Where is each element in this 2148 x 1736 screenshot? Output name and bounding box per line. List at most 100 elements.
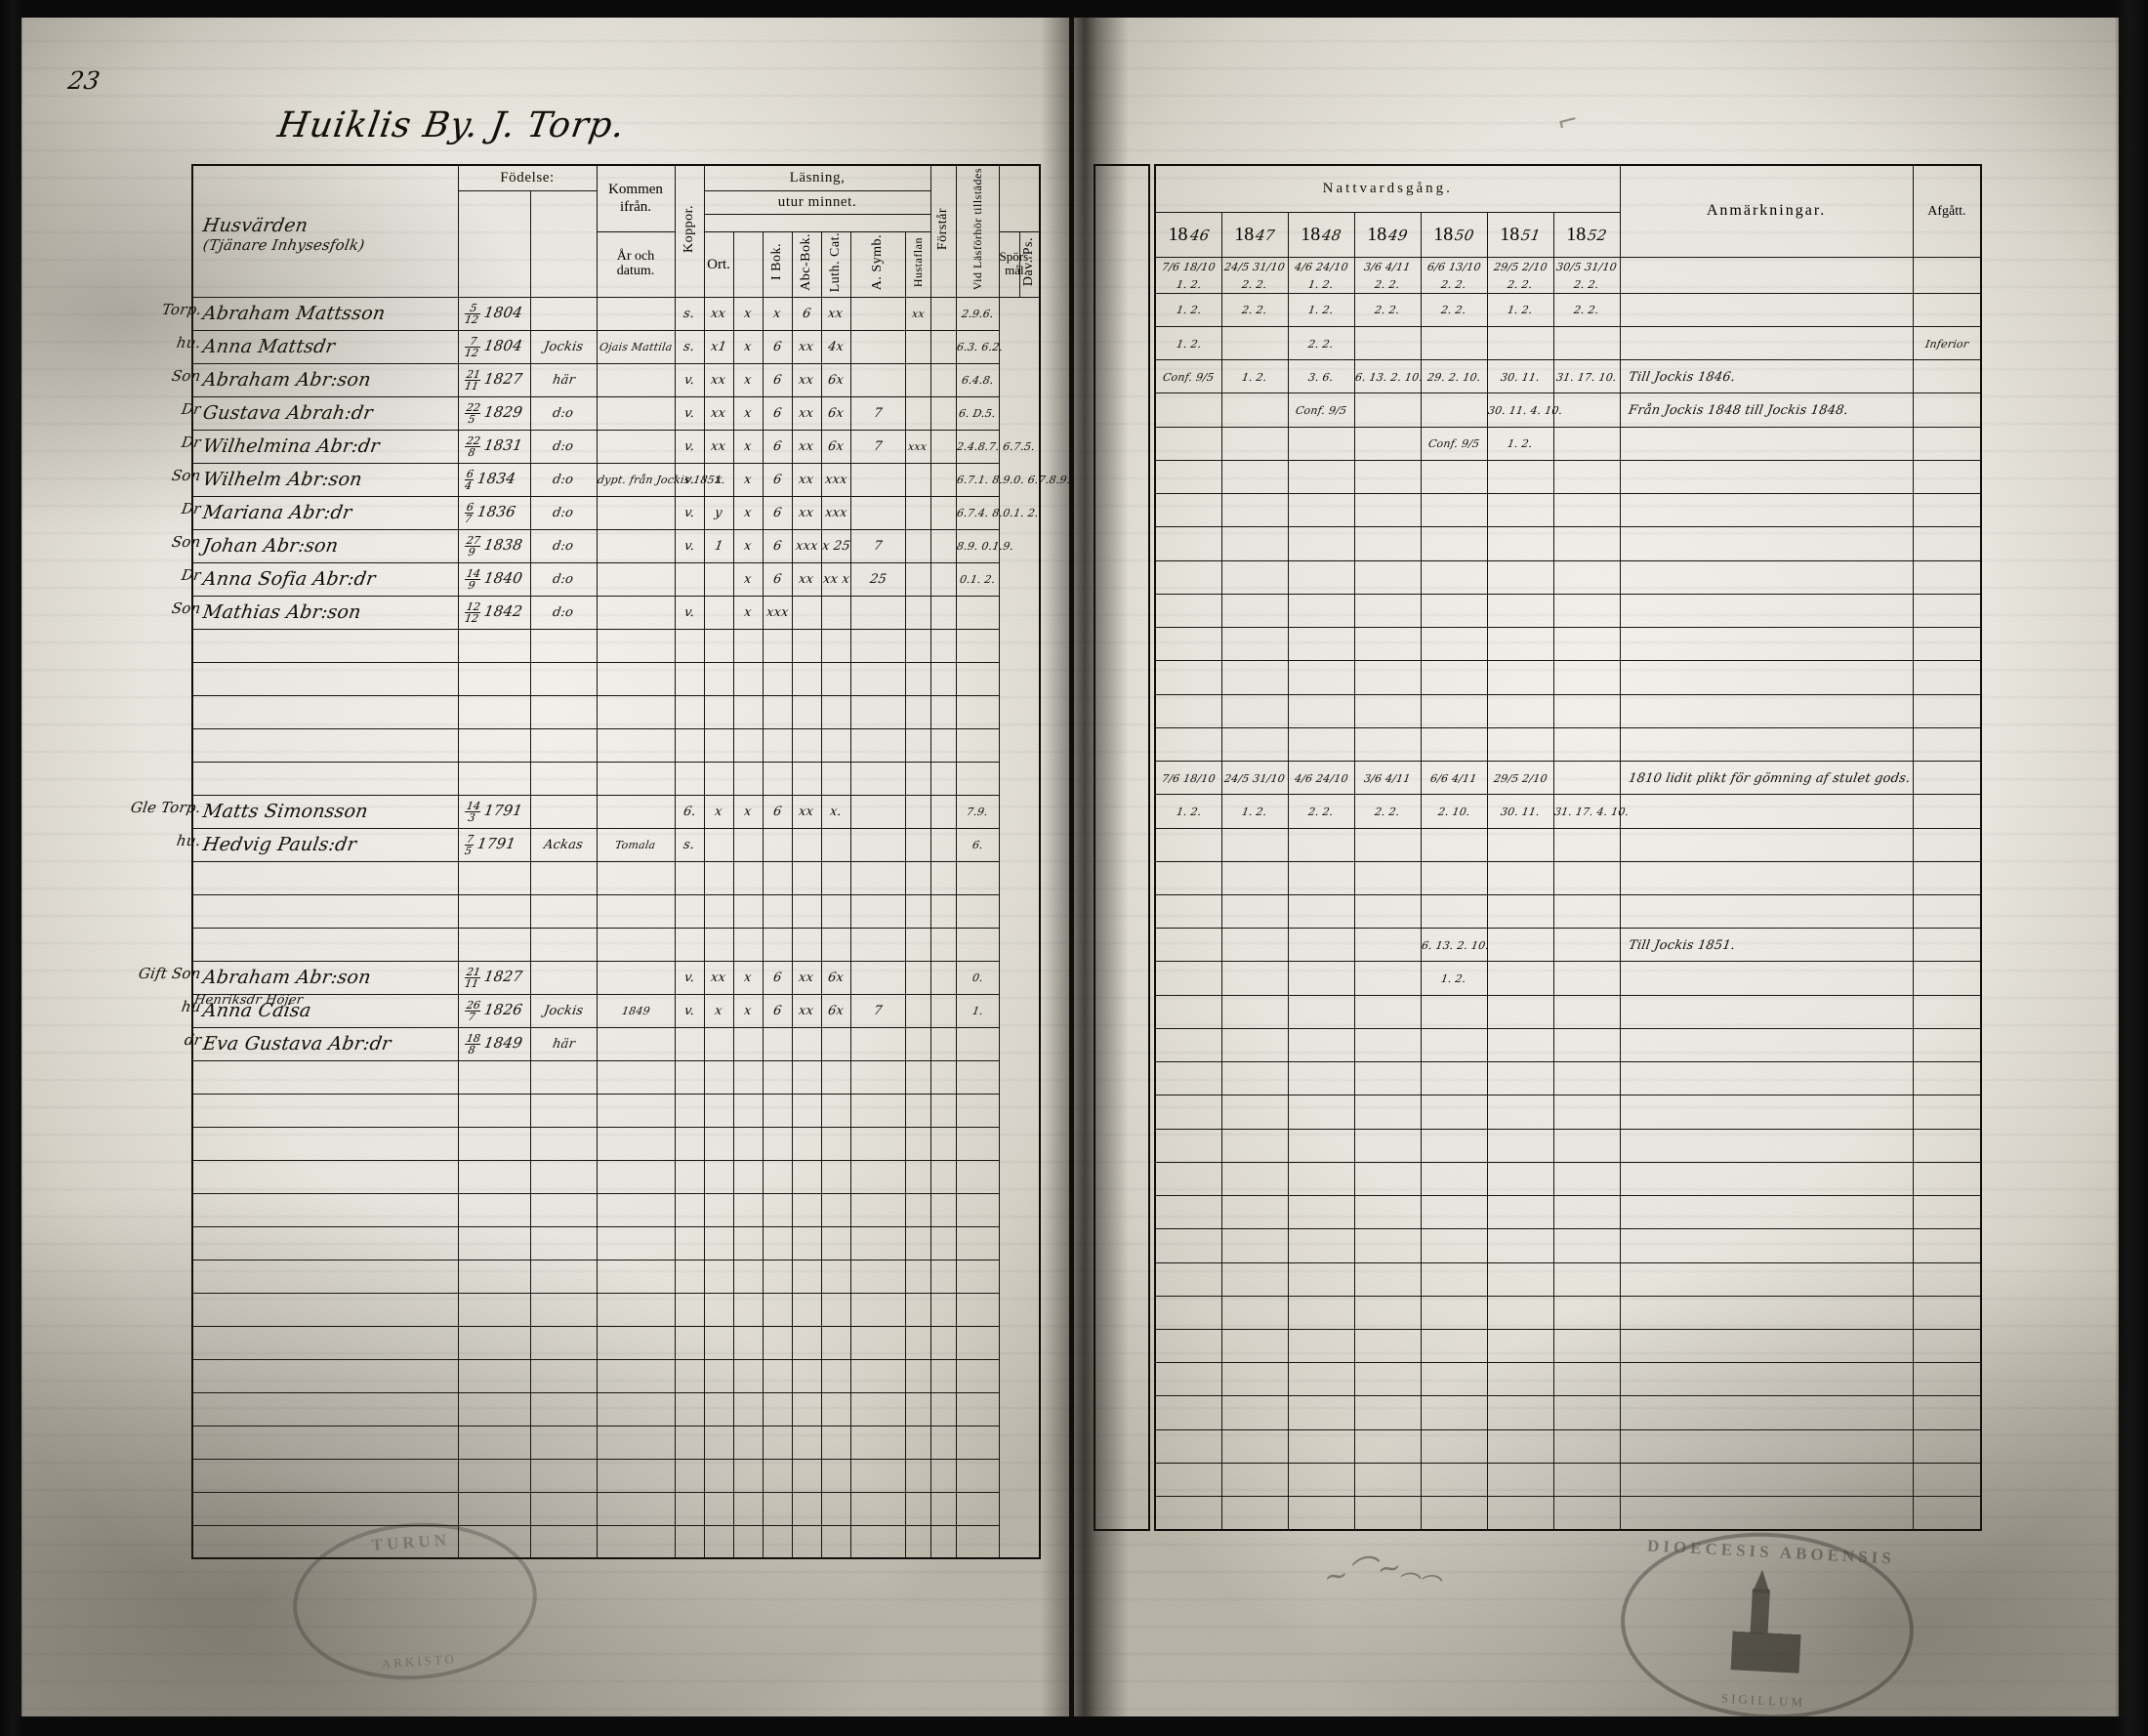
cell — [1154, 1128, 1222, 1163]
cell — [1154, 1161, 1222, 1197]
cell-communion-0 — [1154, 994, 1222, 1029]
cell-a-symb: xx — [791, 395, 822, 431]
cell — [596, 1524, 676, 1559]
cell-forstar — [929, 595, 957, 630]
cell — [732, 1126, 764, 1161]
cell-a-symb: xx — [791, 495, 822, 530]
cell — [1552, 1128, 1621, 1163]
cell-lasforhor: 1. — [955, 993, 1000, 1028]
cell — [1154, 1329, 1222, 1364]
cell-communion-0: 1. 2. — [1154, 794, 1222, 829]
cell — [1420, 1061, 1488, 1096]
cell — [820, 893, 851, 929]
cell-birth-place: d:o — [529, 495, 598, 530]
cell — [929, 1358, 957, 1393]
cell-a-symb: xx — [791, 329, 822, 364]
cell-sporsmal — [849, 827, 906, 862]
cell-communion-0 — [1154, 526, 1222, 561]
cell-communion-3 — [1353, 961, 1422, 996]
cell — [596, 1126, 676, 1161]
margin-mark — [57, 990, 107, 1023]
cell — [1353, 1061, 1422, 1096]
cell — [955, 1292, 1000, 1327]
header-remarks: Anmärkningar. — [1619, 164, 1914, 258]
cell — [820, 1458, 851, 1493]
table-row — [191, 893, 1040, 929]
cell-departed — [1912, 426, 1982, 461]
cell — [732, 694, 764, 729]
right-table-head: Nattvardsgång. Anmärkningar. Afgått. 184… — [1154, 164, 1982, 258]
cell — [1353, 1329, 1422, 1364]
table-row — [191, 761, 1040, 796]
cell-communion-5 — [1486, 526, 1554, 561]
cell — [1154, 627, 1222, 662]
cell-from: Tomala — [596, 827, 676, 862]
table-row — [191, 694, 1040, 729]
cell — [191, 694, 459, 729]
cell — [457, 1425, 531, 1460]
table-row: 1. 2. 2. 2. 1. 2. 2. 2. 2. 2. 1. 2. 2. 2. — [1154, 292, 1982, 327]
cell — [929, 1259, 957, 1294]
table-row — [1154, 1462, 1982, 1498]
cell — [457, 1292, 531, 1327]
cell-communion-1 — [1220, 994, 1289, 1029]
table-row — [1154, 860, 1982, 895]
cell-communion-2 — [1287, 459, 1355, 495]
cell-i-bok — [703, 1026, 734, 1061]
cell — [1552, 1395, 1621, 1430]
table-row: Anna Mattsdr 7 12 1804 Jockis Ojais Mattila s… — [191, 329, 1040, 364]
cell-communion-6: 31. 17. 10. — [1552, 359, 1621, 394]
cell — [1486, 860, 1554, 895]
cell-birth-date: 26 7 1826 — [457, 993, 531, 1028]
cell — [1912, 693, 1982, 728]
cell — [1287, 627, 1355, 662]
cell — [1912, 1095, 1982, 1130]
cell-i-bok: x1 — [703, 329, 734, 364]
cell-name: Anna CaisaHenriksdr Höjer — [191, 993, 459, 1028]
cell — [1552, 726, 1621, 763]
table-row — [1154, 493, 1982, 528]
cell-communion-4: 29. 2. 10. — [1420, 359, 1488, 394]
cell-abc-bok: x — [732, 495, 764, 530]
cell-communion-6 — [1552, 526, 1621, 561]
cell-a-symb: xx — [791, 462, 822, 497]
cell — [820, 761, 851, 796]
cell — [1353, 660, 1422, 695]
cell-a-symb: xx — [791, 362, 822, 397]
cell — [929, 1524, 957, 1559]
cell — [762, 1391, 793, 1426]
cell-i-bok: xx — [703, 960, 734, 995]
cell — [1220, 827, 1289, 862]
cell — [457, 1093, 531, 1128]
cell — [596, 1491, 676, 1526]
table-row — [1154, 1061, 1982, 1096]
header-year-2: 1848 — [1287, 211, 1355, 258]
header-reading-group: Läsning, — [703, 164, 931, 191]
cell-from: 1849 — [596, 993, 676, 1028]
cell-name: Abraham Abr:son — [191, 362, 459, 397]
cell — [904, 1093, 931, 1128]
cell-a-symb: xxx — [791, 528, 822, 563]
cell — [1486, 1095, 1554, 1130]
cell — [820, 1259, 851, 1294]
cell-hustaflan: 6x — [820, 395, 851, 431]
header-year-0: 1846 — [1154, 211, 1222, 258]
cell — [904, 1192, 931, 1227]
margin-mark — [57, 293, 107, 326]
cell — [1420, 1228, 1488, 1263]
cell-dav-ps — [904, 362, 931, 397]
cell — [191, 1225, 459, 1261]
cell — [1287, 1095, 1355, 1130]
cell — [529, 1159, 598, 1194]
cell — [791, 1524, 822, 1559]
margin-mark — [57, 525, 107, 558]
cell-luth-cat: 6 — [762, 561, 793, 597]
cell — [1486, 1428, 1554, 1464]
cell — [1619, 1128, 1914, 1163]
table-row — [1154, 1329, 1982, 1364]
cell-lasforhor — [955, 595, 1000, 630]
cell — [191, 927, 459, 962]
cell — [762, 761, 793, 796]
header-from: Kommen ifrån. — [596, 164, 676, 232]
cell-communion-4 — [1420, 526, 1488, 561]
